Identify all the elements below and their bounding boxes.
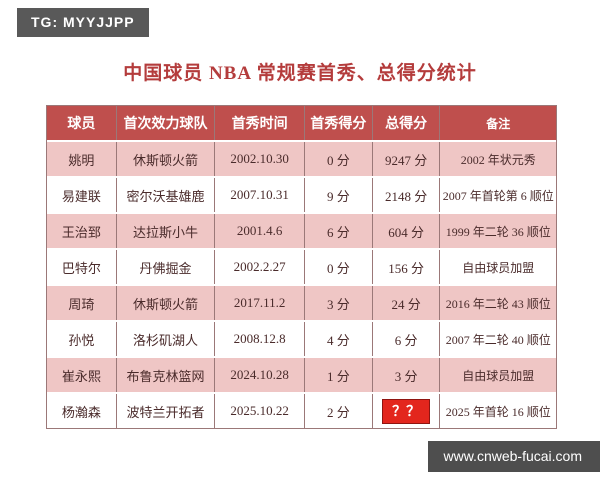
table-cell: 巴特尔 bbox=[61, 260, 101, 276]
table-row: 王治郅 达拉斯小牛 2001.4.6 6 分 604 分 1999 年二轮 36 顺位 bbox=[47, 212, 556, 248]
table-header-cell: 首秀时间 bbox=[214, 106, 304, 140]
player-stats-table: 球员 首次效力球队 首秀时间 首秀得分 总得分 备注 姚明 休斯顿火箭 2002.10.30 0… bbox=[46, 105, 557, 429]
table-cell: 易建联 bbox=[61, 188, 101, 204]
table-header-cell: 首次效力球队 bbox=[115, 106, 215, 140]
table-cell: 2017.11.2 bbox=[214, 286, 304, 320]
table-header-row: 球员 首次效力球队 首秀时间 首秀得分 总得分 备注 bbox=[47, 106, 556, 140]
table-cell: 2002.10.30 bbox=[214, 142, 304, 176]
table-cell: 2007 年首轮第 6 顺位 bbox=[439, 178, 556, 212]
table-cell: 王治郅 bbox=[61, 224, 101, 240]
table-cell: 1999 年二轮 36 顺位 bbox=[439, 214, 556, 248]
table-cell: 2024.10.28 bbox=[214, 358, 304, 392]
table-cell: 9247 分 bbox=[371, 142, 440, 176]
table-cell: 2016 年二轮 43 顺位 bbox=[439, 286, 556, 320]
table-cell: ？？ bbox=[371, 394, 440, 428]
table-cell: 2002 年状元秀 bbox=[439, 142, 556, 176]
table-cell: 密尔沃基雄鹿 bbox=[115, 178, 215, 212]
table-header-cell: 首秀得分 bbox=[303, 106, 372, 140]
table-cell: 崔永熙 bbox=[61, 368, 101, 384]
table-cell: 1 分 bbox=[303, 358, 372, 392]
table-cell: 6 分 bbox=[303, 214, 372, 248]
table-cell: 休斯顿火箭 bbox=[115, 142, 215, 176]
table-row: 姚明 休斯顿火箭 2002.10.30 0 分 9247 分 2002 年状元秀 bbox=[47, 140, 556, 176]
table-cell: 丹佛掘金 bbox=[115, 250, 215, 284]
table-cell: 156 分 bbox=[371, 250, 440, 284]
table-header-cell: 备注 bbox=[439, 106, 556, 140]
table-cell: 休斯顿火箭 bbox=[115, 286, 215, 320]
table-cell: 姚明 bbox=[68, 152, 95, 168]
table-row: 易建联 密尔沃基雄鹿 2007.10.31 9 分 2148 分 2007 年首轮第 6 … bbox=[47, 176, 556, 212]
table-body: 姚明 休斯顿火箭 2002.10.30 0 分 9247 分 2002 年状元秀 易建联 密尔… bbox=[47, 140, 556, 428]
table-cell: 0 分 bbox=[303, 250, 372, 284]
table-cell: 2001.4.6 bbox=[214, 214, 304, 248]
unknown-total-points-badge: ？？ bbox=[382, 398, 431, 424]
table-cell: 2025 年首轮 16 顺位 bbox=[439, 394, 556, 428]
table-row: 周琦 休斯顿火箭 2017.11.2 3 分 24 分 2016 年二轮 43 顺位 bbox=[47, 284, 556, 320]
table-cell: 周琦 bbox=[68, 296, 95, 312]
table-cell: 自由球员加盟 bbox=[439, 358, 556, 392]
table-cell: 达拉斯小牛 bbox=[115, 214, 215, 248]
table-cell: 2002.2.27 bbox=[214, 250, 304, 284]
table-row: 杨瀚森 波特兰开拓者 2025.10.22 2 分 ？？ 2025 年首轮 16 顺位 bbox=[47, 392, 556, 428]
table-cell: 3 分 bbox=[371, 358, 440, 392]
table-cell: 2148 分 bbox=[371, 178, 440, 212]
telegram-watermark-badge: TG: MYYJJPP bbox=[17, 8, 149, 37]
table-cell: 杨瀚森 bbox=[61, 404, 101, 420]
table-cell: 24 分 bbox=[371, 286, 440, 320]
website-watermark-badge: www.cnweb-fucai.com bbox=[427, 441, 600, 472]
table-cell: 2007.10.31 bbox=[214, 178, 304, 212]
table-cell: 6 分 bbox=[371, 322, 440, 356]
table-cell: 4 分 bbox=[303, 322, 372, 356]
table-cell: 604 分 bbox=[371, 214, 440, 248]
table-cell: 洛杉矶湖人 bbox=[115, 322, 215, 356]
table-cell: 2025.10.22 bbox=[214, 394, 304, 428]
table-cell: 3 分 bbox=[303, 286, 372, 320]
table-cell: 2007 年二轮 40 顺位 bbox=[439, 322, 556, 356]
table-cell: 孙悦 bbox=[68, 332, 95, 348]
table-row: 巴特尔 丹佛掘金 2002.2.27 0 分 156 分自由球员加盟 bbox=[47, 248, 556, 284]
table-cell: 0 分 bbox=[303, 142, 372, 176]
table-header-cell: 总得分 bbox=[371, 106, 440, 140]
table-cell: 9 分 bbox=[303, 178, 372, 212]
table-cell: 自由球员加盟 bbox=[439, 250, 556, 284]
table-cell: 布鲁克林篮网 bbox=[115, 358, 215, 392]
table-cell: 2 分 bbox=[303, 394, 372, 428]
table-header-cell: 球员 bbox=[67, 117, 96, 132]
page-title: 中国球员 NBA 常规赛首秀、总得分统计 bbox=[123, 63, 477, 84]
table-cell: 波特兰开拓者 bbox=[115, 394, 215, 428]
table-cell: 2008.12.8 bbox=[214, 322, 304, 356]
